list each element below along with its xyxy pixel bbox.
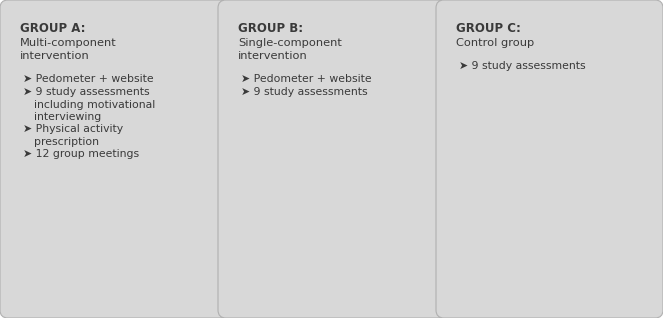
- Text: prescription: prescription: [34, 137, 99, 147]
- Text: Single-component: Single-component: [238, 38, 342, 48]
- Text: Multi-component: Multi-component: [20, 38, 117, 48]
- Text: Control group: Control group: [456, 38, 534, 48]
- Text: ➤ Pedometer + website: ➤ Pedometer + website: [241, 74, 372, 84]
- FancyBboxPatch shape: [436, 0, 663, 318]
- FancyBboxPatch shape: [218, 0, 445, 318]
- Text: including motivational: including motivational: [34, 100, 155, 110]
- Text: intervention: intervention: [20, 51, 90, 61]
- Text: ➤ 9 study assessments: ➤ 9 study assessments: [459, 61, 585, 71]
- Text: intervention: intervention: [238, 51, 308, 61]
- Text: GROUP A:: GROUP A:: [20, 22, 86, 35]
- FancyBboxPatch shape: [0, 0, 227, 318]
- Text: ➤ Pedometer + website: ➤ Pedometer + website: [23, 74, 154, 84]
- Text: ➤ 9 study assessments: ➤ 9 study assessments: [23, 87, 150, 97]
- Text: GROUP B:: GROUP B:: [238, 22, 303, 35]
- Text: ➤ 12 group meetings: ➤ 12 group meetings: [23, 149, 139, 159]
- Text: ➤ 9 study assessments: ➤ 9 study assessments: [241, 87, 367, 97]
- Text: GROUP C:: GROUP C:: [456, 22, 521, 35]
- Text: ➤ Physical activity: ➤ Physical activity: [23, 124, 123, 134]
- Text: interviewing: interviewing: [34, 112, 101, 122]
